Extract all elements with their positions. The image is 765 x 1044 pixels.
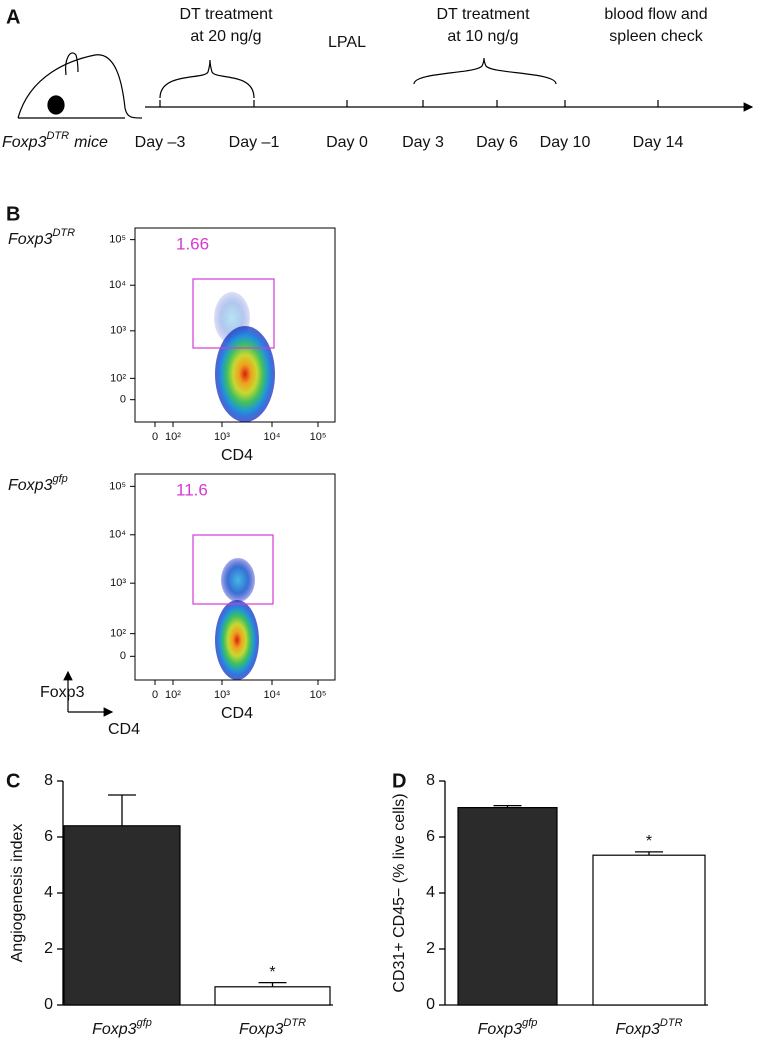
x-tick-label: 10³ [214, 431, 230, 443]
y-tick-label: 6 [426, 828, 435, 845]
y-tick-label: 2 [44, 940, 53, 957]
significance: * [646, 833, 652, 850]
label-base: Foxp3 [92, 1021, 137, 1038]
y-tick-label: 10⁵ [109, 234, 126, 246]
y-tick-label: 10⁴ [109, 279, 126, 291]
y-tick-label: 8 [426, 772, 435, 789]
sample-label: Foxp3gfp [8, 473, 68, 494]
y-axis-label: CD31+ CD45− (% live cells) [391, 793, 408, 992]
x-tick-label: 10² [165, 689, 181, 701]
y-tick-label: 6 [44, 828, 53, 845]
event-label: at 10 ng/g [447, 28, 518, 45]
sample-label: Foxp3DTR [239, 1017, 306, 1038]
y-tick-label: 10⁴ [109, 529, 126, 541]
y-tick-label: 4 [44, 884, 53, 901]
x-axis-label: CD4 [221, 705, 253, 722]
day-label: Day 10 [540, 134, 591, 151]
sample-label: Foxp3DTR [8, 227, 75, 248]
label-sup: DTR [52, 227, 75, 239]
label-sup: DTR [660, 1017, 683, 1029]
y-tick-label: 0 [120, 650, 126, 662]
x-tick-label: 10⁵ [310, 431, 327, 443]
panel-letter: A [6, 6, 20, 28]
bar [457, 806, 558, 1006]
event-label: LPAL [328, 34, 366, 51]
significance: * [269, 964, 275, 981]
label-base: Foxp3 [239, 1021, 284, 1038]
label-base: Foxp3 [2, 134, 47, 151]
label-base: Foxp3 [8, 231, 53, 248]
bar [214, 986, 331, 1006]
panel-letter: D [392, 770, 406, 792]
day-label: Day –1 [229, 134, 280, 151]
gate [192, 534, 274, 605]
label-sup: gfp [137, 1017, 152, 1029]
x-tick-label: 10⁵ [310, 689, 327, 701]
mouse-icon [17, 52, 143, 119]
y-axis-label: Angiogenesis index [9, 824, 26, 963]
day-label: Day 6 [476, 134, 518, 151]
event-label: at 20 ng/g [190, 28, 261, 45]
x-tick-label: 0 [152, 689, 158, 701]
event-label: blood flow and [604, 6, 707, 23]
label-base: Foxp3 [478, 1021, 523, 1038]
event-label: spleen check [609, 28, 703, 45]
sample-label: Foxp3gfp [478, 1017, 538, 1038]
x-tick-label: 0 [152, 431, 158, 443]
gate [192, 278, 275, 349]
bar [63, 825, 181, 1006]
label-suffix: mice [74, 134, 108, 151]
x-tick-label: 10⁴ [264, 689, 281, 701]
y-tick-label: 10² [110, 628, 126, 640]
label-sup: DTR [283, 1017, 306, 1029]
bar [592, 854, 706, 1006]
event-label: DT treatment [436, 6, 530, 23]
day-label: Day 0 [326, 134, 368, 151]
y-tick-label: 10⁵ [109, 480, 126, 492]
sample-label: Foxp3DTR [615, 1017, 682, 1038]
label-sup: DTR [46, 130, 69, 142]
y-tick-label: 10³ [110, 325, 126, 337]
panel-letter: C [6, 770, 20, 792]
gate-percent: 1.66 [176, 234, 209, 253]
brace [413, 57, 557, 85]
sample-label: Foxp3gfp [92, 1017, 152, 1038]
y-tick-label: 4 [426, 884, 435, 901]
legend-axis-label: Foxp3 [40, 684, 85, 701]
sample-label: Foxp3DTR mice [2, 130, 108, 151]
label-sup: gfp [522, 1017, 537, 1029]
x-tick-label: 10² [165, 431, 181, 443]
panel-letter: B [6, 203, 20, 225]
x-tick-label: 10³ [214, 689, 230, 701]
y-tick-label: 10³ [110, 577, 126, 589]
y-tick-label: 2 [426, 940, 435, 957]
cell-population [214, 292, 275, 680]
day-label: Day –3 [135, 134, 186, 151]
flow-legend-axes [63, 670, 114, 717]
gate-percent: 11.6 [176, 480, 208, 499]
x-tick-label: 10⁴ [264, 431, 281, 443]
y-tick-label: 0 [120, 394, 126, 406]
y-tick-label: 8 [44, 772, 53, 789]
event-label: DT treatment [179, 6, 273, 23]
day-label: Day 3 [402, 134, 444, 151]
y-tick-label: 10² [110, 372, 126, 384]
y-tick-label: 0 [44, 996, 53, 1013]
label-sup: gfp [52, 473, 67, 485]
plot-frame [134, 473, 336, 681]
day-label: Day 14 [633, 134, 684, 151]
label-base: Foxp3 [8, 477, 53, 494]
legend-axis-label: CD4 [108, 721, 140, 738]
x-axis-label: CD4 [221, 447, 253, 464]
label-base: Foxp3 [615, 1021, 660, 1038]
y-tick-label: 0 [426, 996, 435, 1013]
brace [159, 59, 255, 99]
plot-frame [134, 227, 336, 423]
